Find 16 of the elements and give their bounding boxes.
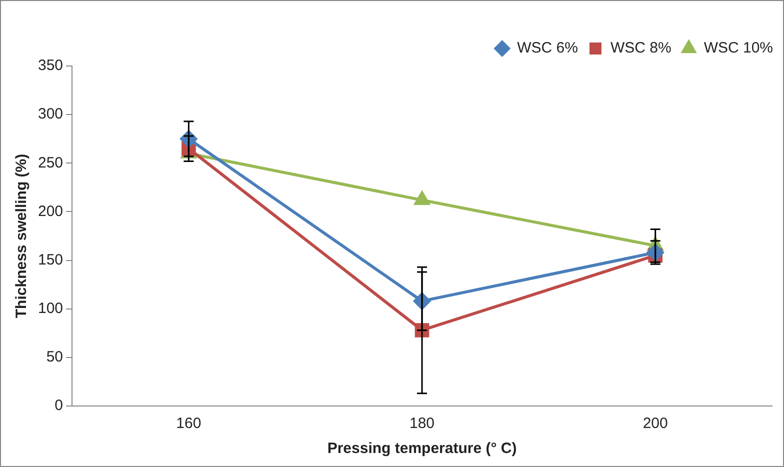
legend-label: WSC 6% [517, 40, 578, 57]
legend-label: WSC 10% [704, 40, 774, 57]
y-tick-label: 200 [38, 202, 64, 220]
y-tick-label: 0 [54, 397, 64, 414]
y-tick-label: 150 [38, 251, 64, 268]
legend-label: WSC 8% [610, 40, 672, 57]
x-axis-title: Pressing temperature (° C) [327, 440, 517, 458]
x-tick-label: 180 [410, 415, 435, 432]
y-tick-label: 300 [38, 106, 64, 123]
y-tick-label: 100 [38, 300, 64, 317]
x-tick-label: 200 [642, 415, 668, 432]
y-tick-label: 350 [38, 57, 64, 74]
y-tick-label: 250 [38, 154, 64, 172]
y-axis-title: Thickness swelling (%) [13, 154, 30, 318]
x-tick-label: 160 [176, 415, 202, 432]
y-tick-label: 50 [46, 348, 64, 366]
